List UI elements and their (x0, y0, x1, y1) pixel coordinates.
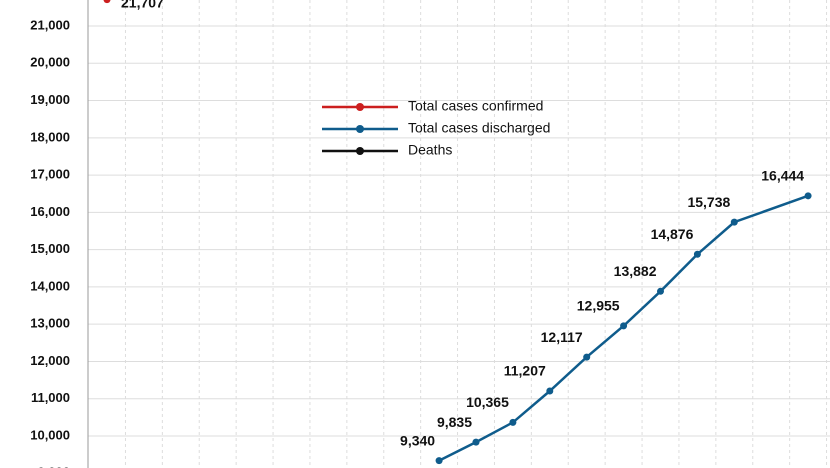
data-point (693, 250, 701, 258)
y-tick-label: 17,000 (30, 167, 70, 182)
legend-marker (356, 147, 364, 155)
y-tick-label: 18,000 (30, 129, 70, 144)
data-point (657, 287, 664, 295)
data-point (804, 192, 812, 200)
legend-marker (356, 125, 364, 133)
y-tick-label: 19,000 (30, 92, 70, 107)
data-point (583, 353, 591, 361)
data-label: 10,365 (466, 394, 509, 410)
legend-marker (356, 103, 364, 111)
y-tick-label: 14,000 (30, 278, 70, 293)
data-label: 9,835 (437, 414, 472, 430)
y-tick-label: 16,000 (30, 204, 70, 219)
y-tick-label: 21,000 (30, 17, 70, 32)
data-point (620, 322, 628, 330)
data-label: 21,707 (121, 0, 164, 10)
legend-label: Total cases discharged (408, 120, 550, 136)
data-point (435, 457, 443, 465)
data-point (546, 387, 554, 395)
data-point (730, 218, 738, 226)
data-label: 13,882 (614, 263, 657, 279)
series-line (438, 194, 809, 462)
data-label: 9,340 (400, 432, 435, 448)
data-label: 14,876 (651, 226, 694, 242)
data-label: 12,117 (541, 329, 583, 345)
y-tick-label: 13,000 (30, 316, 70, 331)
y-tick-label: 10,000 (30, 427, 70, 442)
legend-label: Total cases confirmed (408, 98, 543, 114)
y-tick-label: 11,000 (31, 390, 70, 405)
data-label: 11,207 (504, 363, 546, 379)
data-label: 12,955 (577, 298, 620, 314)
y-tick-label: 15,000 (30, 241, 70, 256)
data-point (472, 438, 480, 446)
legend-label: Deaths (408, 142, 452, 158)
data-label: 16,444 (761, 168, 804, 184)
data-point (509, 418, 517, 426)
data-label: 15,738 (687, 194, 730, 210)
data-point (103, 0, 111, 4)
y-tick-label: 12,000 (30, 353, 70, 368)
y-tick-label: 20,000 (30, 55, 70, 70)
y-tick-label: 9,000 (37, 465, 70, 468)
